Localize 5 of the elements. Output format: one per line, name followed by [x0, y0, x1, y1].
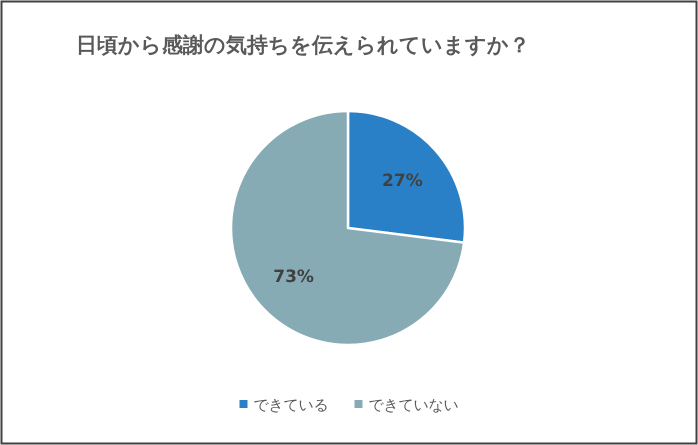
data-label: 27% — [382, 171, 423, 192]
legend-label: できている — [254, 396, 328, 414]
legend-label: できていない — [368, 396, 458, 414]
chart-title: 日頃から感謝の気持ちを伝えられていますか？ — [76, 33, 530, 57]
data-label: 73% — [273, 266, 314, 287]
